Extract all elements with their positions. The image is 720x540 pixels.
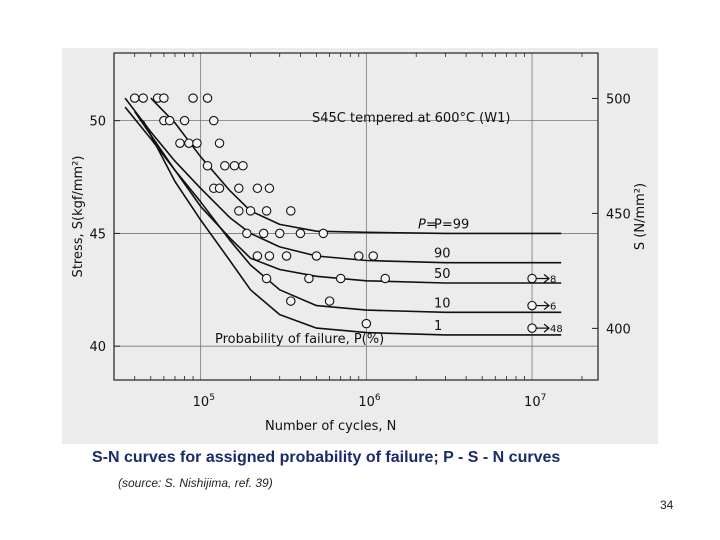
data-point	[234, 183, 244, 194]
data-point	[252, 251, 263, 261]
data-point	[258, 228, 269, 239]
slide-caption: S-N curves for assigned probability of f…	[92, 449, 561, 466]
chart-panel: 8 6 48 40 45 50 400 450 500 105 106 107 P=99 90 50 10…	[62, 48, 658, 444]
data-point	[274, 228, 285, 239]
chart-title: S45C tempered at 600°C (W1)	[312, 111, 510, 126]
y-tick-label: 40	[89, 340, 106, 355]
data-point	[324, 296, 335, 306]
data-point	[184, 138, 194, 148]
data-point	[380, 273, 390, 284]
runout-point	[527, 323, 537, 333]
y-right-tick-label: 400	[606, 322, 631, 337]
runout-layer: 8 6 48	[527, 273, 563, 335]
data-point	[179, 115, 190, 126]
x-tick-label: 106	[358, 393, 381, 410]
data-point	[214, 183, 225, 194]
data-point	[368, 251, 378, 261]
sn-chart: 8 6 48 40 45 50 400 450 500 105 106 107 P=99 90 50 10…	[71, 52, 648, 434]
y-axis-label-right: S (N/mm²)	[633, 183, 648, 250]
x-tick-label: 105	[193, 393, 215, 410]
x-tick-label: 107	[524, 393, 546, 410]
data-point	[159, 93, 169, 103]
runout-arrowhead	[543, 323, 551, 333]
runout-arrowhead	[543, 301, 551, 311]
data-point	[238, 161, 248, 171]
runout-count: 6	[550, 302, 556, 313]
series-label-2: 50	[434, 267, 451, 282]
data-point	[286, 296, 296, 306]
series-label-0: P=99	[434, 217, 469, 232]
data-point	[354, 251, 364, 261]
legend-title: Probability of failure, P(%)	[215, 332, 384, 347]
runout-count: 8	[550, 275, 556, 286]
data-point	[304, 273, 314, 284]
series-label-3: 10	[434, 296, 451, 311]
data-point	[175, 138, 185, 148]
grid	[113, 53, 598, 380]
data-point	[202, 161, 213, 171]
data-point	[242, 228, 252, 239]
data-point	[209, 115, 219, 126]
data-point	[202, 93, 213, 103]
runout-count: 48	[550, 324, 563, 335]
data-point	[311, 251, 322, 261]
data-point	[261, 206, 272, 216]
data-point	[214, 138, 225, 148]
series-layer	[124, 97, 562, 336]
data-point	[129, 93, 140, 103]
source-note: (source: S. Nishijima, ref. 39)	[118, 476, 273, 490]
y-tick-label: 45	[89, 227, 106, 242]
runout-point	[527, 300, 537, 311]
data-point	[361, 318, 372, 329]
p-prefix-label: P=	[418, 217, 437, 232]
series-label-1: 90	[434, 247, 451, 262]
labels-layer: P=99 90 50 10 1 S45C tempered at 600°C (W1) Nu…	[71, 111, 648, 434]
series-label-4: 1	[434, 319, 442, 334]
data-point	[220, 161, 230, 171]
y-right-tick-label: 450	[606, 207, 631, 222]
data-point	[138, 93, 148, 103]
y-axis-label: Stress, S(kgf/mm²)	[71, 156, 86, 278]
data-point	[234, 206, 244, 216]
data-point	[264, 183, 275, 194]
plot-frame	[113, 52, 599, 381]
data-point	[192, 138, 202, 148]
points-layer	[129, 93, 390, 329]
series-line-4	[142, 120, 562, 336]
runout-point	[527, 273, 537, 284]
y-right-tick-label: 500	[606, 92, 631, 107]
data-point	[286, 206, 296, 216]
x-axis-label: Number of cycles, N	[265, 419, 396, 434]
data-point	[295, 228, 306, 239]
data-point	[335, 273, 346, 284]
y-tick-label: 50	[89, 115, 106, 130]
page-number: 34	[660, 498, 674, 512]
series-line-2	[124, 106, 562, 284]
data-point	[188, 93, 198, 103]
data-point	[318, 228, 329, 239]
data-point	[252, 183, 263, 194]
data-point	[164, 115, 175, 126]
data-point	[261, 273, 272, 284]
runout-arrowhead	[543, 274, 551, 283]
data-point	[245, 206, 256, 216]
data-point	[281, 251, 292, 261]
data-point	[229, 161, 240, 171]
data-point	[264, 251, 275, 261]
